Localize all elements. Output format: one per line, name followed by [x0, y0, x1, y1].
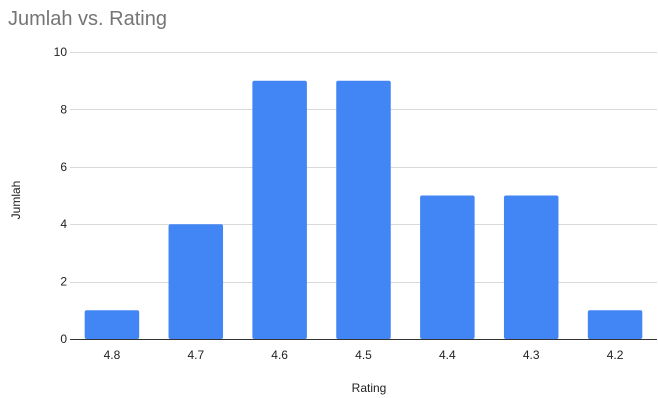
y-tick-label: 2 — [60, 275, 67, 289]
y-axis-ticks: 0 2 4 6 8 10 — [54, 45, 68, 346]
bar — [84, 310, 140, 339]
y-tick-label: 0 — [60, 332, 67, 346]
bars — [84, 80, 643, 339]
y-tick-label: 8 — [60, 102, 67, 116]
x-tick-label: 4.7 — [187, 348, 204, 362]
x-axis-ticks: 4.8 4.7 4.6 4.5 4.4 4.3 4.2 — [104, 348, 624, 362]
x-tick-label: 4.6 — [271, 348, 288, 362]
chart-title: Jumlah vs. Rating — [8, 8, 167, 30]
y-axis-label: Jumlah — [9, 181, 23, 220]
x-tick-label: 4.3 — [523, 348, 540, 362]
x-tick-label: 4.4 — [439, 348, 456, 362]
x-tick-label: 4.5 — [355, 348, 372, 362]
bar — [336, 80, 391, 339]
x-tick-label: 4.8 — [104, 348, 121, 362]
y-tick-label: 6 — [60, 160, 67, 174]
y-tick-label: 4 — [60, 217, 67, 231]
bar — [168, 224, 224, 339]
bar — [252, 80, 307, 339]
y-tick-label: 10 — [54, 45, 68, 59]
x-axis-label: Rating — [352, 381, 387, 395]
bar — [420, 195, 475, 339]
bar — [503, 195, 559, 339]
x-tick-label: 4.2 — [607, 348, 624, 362]
bar — [587, 310, 643, 339]
